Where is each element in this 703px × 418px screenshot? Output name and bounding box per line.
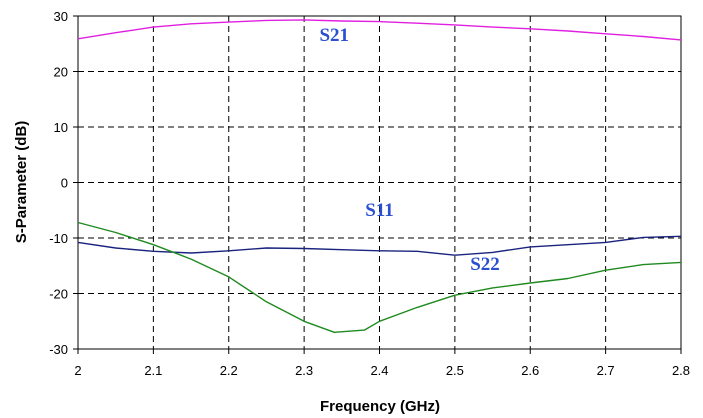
series-line-s22 xyxy=(77,221,682,333)
series-line-s11 xyxy=(77,235,682,256)
x-tick-label-2: 2.2 xyxy=(220,363,238,378)
x-tick-label-6: 2.6 xyxy=(521,363,539,378)
x-tick-label-5: 2.5 xyxy=(446,363,464,378)
y-tick-label-6: -30 xyxy=(49,342,68,357)
x-tick-labels: 2 2.1 2.2 2.3 2.4 2.5 2.6 2.7 2.8 xyxy=(74,349,690,378)
y-tick-label-2: 10 xyxy=(54,120,68,135)
x-tick-label-4: 2.4 xyxy=(370,363,388,378)
x-tick-label-3: 2.3 xyxy=(295,363,313,378)
series-label-s21: S21 xyxy=(319,25,349,46)
series-label-s22: S22 xyxy=(470,254,500,275)
y-tick-label-4: -10 xyxy=(49,231,68,246)
x-tick-label-8: 2.8 xyxy=(672,363,690,378)
series-annotations: S21 S11 S22 xyxy=(319,25,499,275)
y-tick-label-0: 30 xyxy=(54,9,68,24)
y-tick-label-3: 0 xyxy=(61,176,68,191)
grid-lines xyxy=(78,16,681,349)
series-lines xyxy=(77,19,682,333)
y-axis-title: S-Parameter (dB) xyxy=(13,121,30,244)
y-tick-labels: 30 20 10 0 -10 -20 -30 xyxy=(49,9,78,357)
x-tick-label-1: 2.1 xyxy=(144,363,162,378)
series-label-s11: S11 xyxy=(365,200,394,221)
x-tick-label-7: 2.7 xyxy=(597,363,615,378)
y-tick-label-1: 20 xyxy=(54,65,68,80)
x-tick-label-0: 2 xyxy=(74,363,81,378)
x-axis-title: Frequency (GHz) xyxy=(320,398,440,415)
y-tick-label-5: -20 xyxy=(49,287,68,302)
series-line-s21 xyxy=(77,19,682,41)
